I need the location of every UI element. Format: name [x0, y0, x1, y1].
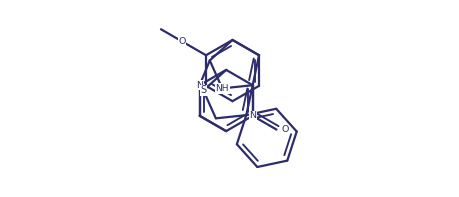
Text: N: N [196, 81, 203, 90]
Text: S: S [200, 85, 207, 95]
Text: NH: NH [215, 84, 229, 93]
Text: O: O [179, 37, 186, 46]
Text: O: O [281, 125, 289, 134]
Text: N: N [249, 111, 256, 120]
